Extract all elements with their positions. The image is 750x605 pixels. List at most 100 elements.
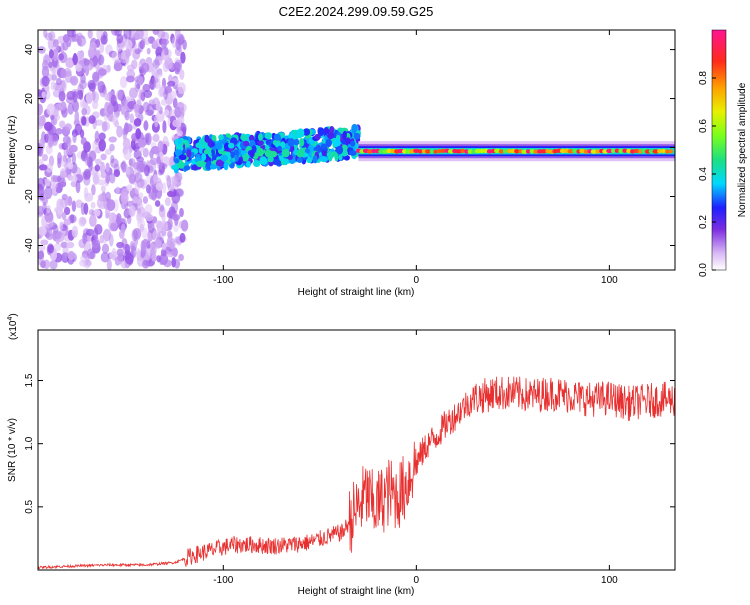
spectrogram-blob <box>595 149 601 154</box>
spectrogram-blob <box>293 138 300 146</box>
spectrogram-blob <box>109 173 116 184</box>
spectrogram-blob <box>86 156 93 168</box>
spectrogram-blob <box>175 148 183 157</box>
spectrogram-blob <box>97 179 106 186</box>
spectrogram-blob <box>152 174 158 184</box>
spectrogram-blob <box>45 221 54 229</box>
spectrogram-blob <box>116 248 125 257</box>
spectrogram-blob <box>306 158 313 164</box>
spectrogram-blob <box>180 51 186 64</box>
spectrogram-blob <box>155 101 161 112</box>
spectrogram-blob <box>161 242 167 251</box>
spectrogram-blob <box>156 255 161 263</box>
spectrogram-blob <box>172 97 178 109</box>
spectrogram-blob <box>38 177 46 191</box>
spectrogram-blob <box>134 48 141 55</box>
spectrogram-blob <box>249 149 255 158</box>
spectrogram-blob <box>80 202 85 216</box>
spectrogram-blob <box>48 137 54 148</box>
spectrogram-blob <box>66 90 76 101</box>
spectrogram-blob <box>124 99 129 112</box>
spectrogram-blob <box>124 110 130 121</box>
spectrogram-blob <box>669 149 674 154</box>
spectrogram-blob <box>350 140 356 147</box>
spectrogram-blob <box>136 211 143 222</box>
spectrogram-blob <box>61 252 70 263</box>
spectrogram-blob <box>280 141 286 149</box>
spectrogram-blob <box>201 153 207 161</box>
spectrogram-blob <box>74 110 80 124</box>
spectrogram-blob <box>259 156 268 165</box>
spectrogram-blob <box>243 140 250 147</box>
spectrogram-blob <box>665 149 670 154</box>
spectrogram-blob <box>108 136 117 143</box>
x-tick-label: 0 <box>414 275 420 286</box>
spectrogram-blob <box>413 148 420 153</box>
x-tick-label: 100 <box>601 275 618 286</box>
y-tick-label: 40 <box>24 44 35 56</box>
spectrogram-blob <box>66 137 72 147</box>
colorbar: 0.0 0.2 0.4 0.6 0.8 Normalized spectral ampl… <box>698 29 748 277</box>
spectrogram-blob <box>40 239 49 246</box>
spectrogram-blob <box>80 137 87 146</box>
spectrogram-blob <box>106 199 116 212</box>
spectrogram-blob <box>169 90 177 100</box>
spectrogram-blob <box>210 148 216 157</box>
spectrogram-blob <box>115 186 120 195</box>
spectrogram-panel: -100 0 100 -40 -20 0 20 40 Height of straight l… <box>7 29 676 298</box>
spectrogram-blob <box>633 148 640 154</box>
spectrogram-blob <box>342 131 347 140</box>
spectrogram-blob <box>42 202 47 214</box>
spectrogram-blob <box>41 65 50 79</box>
spectrogram-blob <box>164 197 171 207</box>
spectrogram-blob <box>133 149 142 160</box>
spectrogram-blob <box>88 209 95 216</box>
spectrogram-blob <box>176 188 184 198</box>
spectrogram-blob <box>100 185 106 193</box>
snr-frame <box>37 329 676 571</box>
spectrogram-blob <box>110 94 117 107</box>
spectrogram-blob <box>59 120 66 129</box>
spectrogram-blob <box>324 128 330 134</box>
y-tick-label: 0 <box>24 144 35 150</box>
spectrogram-blob <box>105 162 110 173</box>
spectrogram-blob <box>95 158 102 165</box>
spectrogram-blob <box>60 170 68 179</box>
spectrogram-blob <box>167 217 173 231</box>
spectrogram-blob <box>314 133 321 140</box>
spectrogram-blob <box>132 227 142 240</box>
spectrogram-blob <box>228 142 235 149</box>
spectrogram-blob <box>66 241 75 249</box>
spectrogram-blob <box>207 139 213 147</box>
spectrogram-blob <box>173 61 181 70</box>
spectrogram-blob <box>57 152 62 165</box>
spectrogram-blob <box>158 84 165 95</box>
spectrogram-blob <box>154 71 163 78</box>
spectrogram-blob <box>98 139 106 152</box>
spectrogram-blob <box>51 66 56 76</box>
spectrogram-blob <box>42 54 51 66</box>
spectrogram-blob <box>122 243 131 252</box>
spectrogram-blob <box>79 98 86 109</box>
spectrogram-blob <box>109 233 114 247</box>
spectrogram-blob <box>65 59 74 69</box>
spectrogram-blob <box>110 154 115 164</box>
spectrogram-blob <box>105 174 111 184</box>
spectrogram-blob <box>60 42 65 54</box>
spectrogram-blob <box>152 59 160 69</box>
spectrogram-blob <box>94 164 101 172</box>
spectrogram-blob <box>70 175 78 183</box>
spectrogram-blob <box>525 149 531 154</box>
spectrogram-blob <box>44 186 53 200</box>
spectrogram-blob <box>329 126 335 134</box>
spectrogram-blob <box>425 149 431 154</box>
spectrogram-blob <box>48 31 56 41</box>
spectrogram-blob <box>418 149 423 154</box>
spectrogram-blob <box>92 71 100 82</box>
spectrogram-blob <box>325 138 333 148</box>
spectrogram-blob <box>41 91 46 98</box>
spectrogram-blob <box>345 137 351 145</box>
spectrogram-blob <box>81 107 87 116</box>
colorbar-tick-label: 0.8 <box>698 71 709 85</box>
